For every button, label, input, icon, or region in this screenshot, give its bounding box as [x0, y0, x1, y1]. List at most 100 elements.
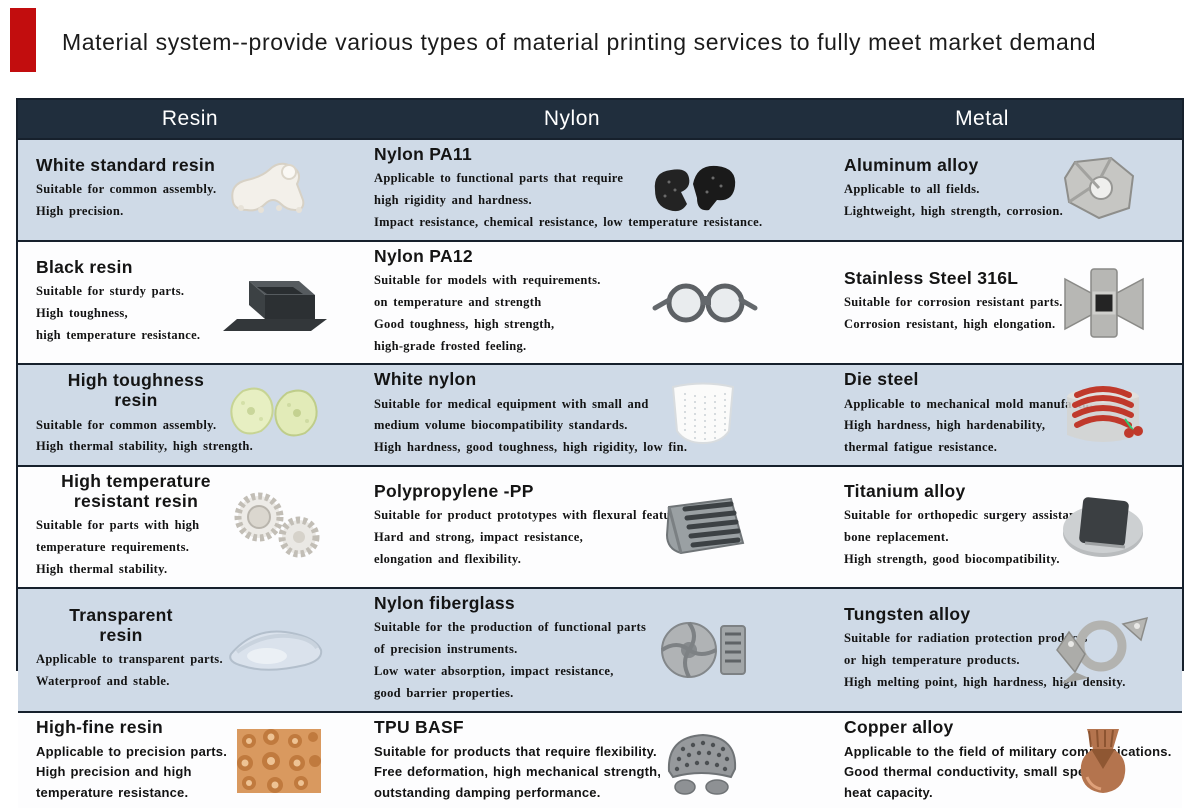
material-title: High-fine resin [36, 716, 164, 737]
material-desc-line: High strength, good biocompatibility. [844, 552, 1060, 567]
table-row: Transparent resin Applicable to transpar… [18, 587, 1182, 711]
material-desc-line: or high temperature products. [844, 652, 1020, 667]
material-title: White nylon [374, 369, 477, 390]
material-title: White standard resin [36, 154, 216, 175]
cell-tungsten-alloy: Tungsten alloy Suitable for radiation pr… [782, 589, 1182, 711]
material-desc-line: Suitable for parts with high [36, 518, 200, 533]
cell-white-standard-resin: White standard resin Suitable for common… [18, 140, 362, 240]
material-desc-line: Corrosion resistant, high elongation. [844, 316, 1056, 331]
material-title: High toughness resin [67, 370, 205, 411]
cell-transparent-resin: Transparent resin Applicable to transpar… [18, 589, 362, 711]
material-title: TPU BASF [374, 716, 464, 737]
cell-die-steel: Die steel Applicable to mechanical mold … [782, 365, 1182, 465]
material-desc-line: thermal fatigue resistance. [844, 440, 998, 455]
cell-high-fine-resin: High-fine resin Applicable to precision … [18, 713, 362, 808]
material-desc-line: High thermal stability, high strength. [36, 439, 254, 454]
material-title: Nylon PA11 [374, 144, 472, 164]
material-desc-line: High toughness, [36, 305, 128, 320]
cell-high-temperature-resistant-resin: High temperature resistant resin Suitabl… [18, 467, 362, 587]
material-desc-line: High hardness, high hardenability, [844, 418, 1046, 433]
material-title: Black resin [36, 256, 133, 277]
cell-stainless-steel-316l: Stainless Steel 316L Suitable for corros… [782, 242, 1182, 364]
table-row: High temperature resistant resin Suitabl… [18, 465, 1182, 587]
material-desc-line: Suitable for medical equipment with smal… [374, 396, 649, 411]
material-desc-line: Applicable to the field of military comm… [844, 743, 1172, 759]
material-desc-line: Suitable for the production of functiona… [374, 620, 647, 635]
red-accent-bar [10, 8, 36, 72]
material-desc-line: high rigidity and hardness. [374, 193, 532, 207]
cell-white-nylon: White nylon Suitable for medical equipme… [362, 365, 782, 465]
material-desc-line: High precision. [36, 203, 124, 218]
material-desc-line: Waterproof and stable. [36, 673, 170, 688]
material-title: Copper alloy [844, 716, 954, 737]
material-desc-line: Applicable to transparent parts. [36, 652, 223, 667]
material-title: Titanium alloy [844, 481, 966, 502]
material-desc-line: bone replacement. [844, 530, 949, 545]
material-desc-line: on temperature and strength [374, 294, 542, 309]
material-desc-line: High hardness, good toughness, high rigi… [374, 440, 688, 455]
material-desc-line: Good toughness, high strength, [374, 316, 555, 331]
material-desc-line: Impact resistance, chemical resistance, … [374, 214, 763, 229]
material-desc-line: Lightweight, high strength, corrosion. [844, 203, 1064, 218]
material-desc-line: Low water absorption, impact resistance, [374, 663, 614, 678]
page-title: Material system--provide various types o… [62, 29, 1097, 55]
material-desc-line: good barrier properties. [374, 685, 514, 700]
material-title: Tungsten alloy [844, 603, 971, 624]
material-desc-line: Hard and strong, impact resistance, [374, 530, 584, 545]
material-desc-line: Suitable for models with requirements. [374, 272, 601, 287]
material-desc-line: outstanding damping performance. [374, 784, 601, 800]
cell-aluminum-alloy: Aluminum alloy Applicable to all fields.… [782, 140, 1182, 240]
slide-header: Material system--provide various types o… [0, 0, 1200, 96]
column-header-resin: Resin [161, 107, 219, 130]
cell-black-resin: Black resin Suitable for sturdy parts. H… [18, 242, 362, 364]
material-desc-line: Suitable for product prototypes with fle… [374, 508, 691, 523]
table-row: High-fine resin Applicable to precision … [18, 710, 1182, 808]
cell-nylon-pa12: Nylon PA12 Suitable for models with requ… [362, 242, 782, 364]
material-desc-line: heat capacity. [844, 784, 933, 800]
material-title: Aluminum alloy [844, 154, 979, 175]
material-desc-line: High melting point, high hardness, high … [844, 674, 1126, 689]
material-desc-line: Suitable for orthopedic surgery assistan… [844, 508, 1115, 523]
table-row: High toughness resin Suitable for common… [18, 363, 1182, 466]
material-desc-line: Applicable to mechanical mold manufactur… [844, 396, 1117, 411]
cell-copper-alloy: Copper alloy Applicable to the field of … [782, 713, 1182, 808]
material-desc-line: High thermal stability. [36, 562, 168, 577]
column-header-nylon: Nylon [543, 107, 601, 130]
cell-high-toughness-resin: High toughness resin Suitable for common… [18, 365, 362, 465]
material-desc-line: Free deformation, high mechanical streng… [374, 764, 662, 780]
cell-nylon-pa11: Nylon PA11 Applicable to functional part… [362, 140, 782, 240]
materials-table: Resin Nylon Metal White standard resin S… [16, 98, 1184, 808]
material-desc-line: medium volume biocompatibility standards… [374, 418, 628, 433]
material-desc-line: Applicable to all fields. [844, 182, 980, 197]
material-title: Transparent resin [69, 604, 173, 645]
table-row: Black resin Suitable for sturdy parts. H… [18, 239, 1182, 364]
material-title: Polypropylene -PP [374, 481, 534, 502]
material-title: Die steel [844, 369, 919, 390]
material-desc-line: temperature resistance. [36, 784, 189, 800]
material-title: Nylon PA12 [374, 245, 473, 266]
cell-polypropylene-pp: Polypropylene -PP Suitable for product p… [362, 467, 782, 587]
cell-tpu-basf: TPU BASF Suitable for products that requ… [362, 713, 782, 808]
column-header-metal: Metal [955, 107, 1009, 130]
table-row: White standard resin Suitable for common… [18, 138, 1182, 240]
material-title: Stainless Steel 316L [844, 267, 1019, 288]
material-desc-line: Suitable for common assembly. [36, 417, 217, 432]
material-desc-line: Good thermal conductivity, small specifi… [844, 764, 1113, 780]
material-desc-line: elongation and flexibility. [374, 552, 522, 567]
material-desc-line: Applicable to functional parts that requ… [374, 171, 624, 186]
material-desc-line: temperature requirements. [36, 540, 190, 555]
material-desc-line: high temperature resistance. [36, 327, 201, 342]
material-desc-line: Suitable for common assembly. [36, 182, 217, 197]
material-desc-line: Suitable for radiation protection produc… [844, 631, 1088, 646]
material-desc-line: Suitable for products that require flexi… [374, 743, 657, 759]
material-desc-line: high-grade frosted feeling. [374, 338, 527, 353]
material-desc-line: of precision instruments. [374, 642, 518, 656]
material-desc-line: Applicable to precision parts. [36, 743, 228, 759]
material-desc-line: Suitable for corrosion resistant parts. [844, 294, 1063, 309]
table-header-row: Resin Nylon Metal [18, 100, 1182, 138]
material-title: High temperature resistant resin [61, 471, 211, 512]
material-desc-line: High precision and high [36, 764, 192, 780]
material-title: Nylon fiberglass [374, 593, 515, 613]
cell-nylon-fiberglass: Nylon fiberglass Suitable for the produc… [362, 589, 782, 711]
cell-titanium-alloy: Titanium alloy Suitable for orthopedic s… [782, 467, 1182, 587]
